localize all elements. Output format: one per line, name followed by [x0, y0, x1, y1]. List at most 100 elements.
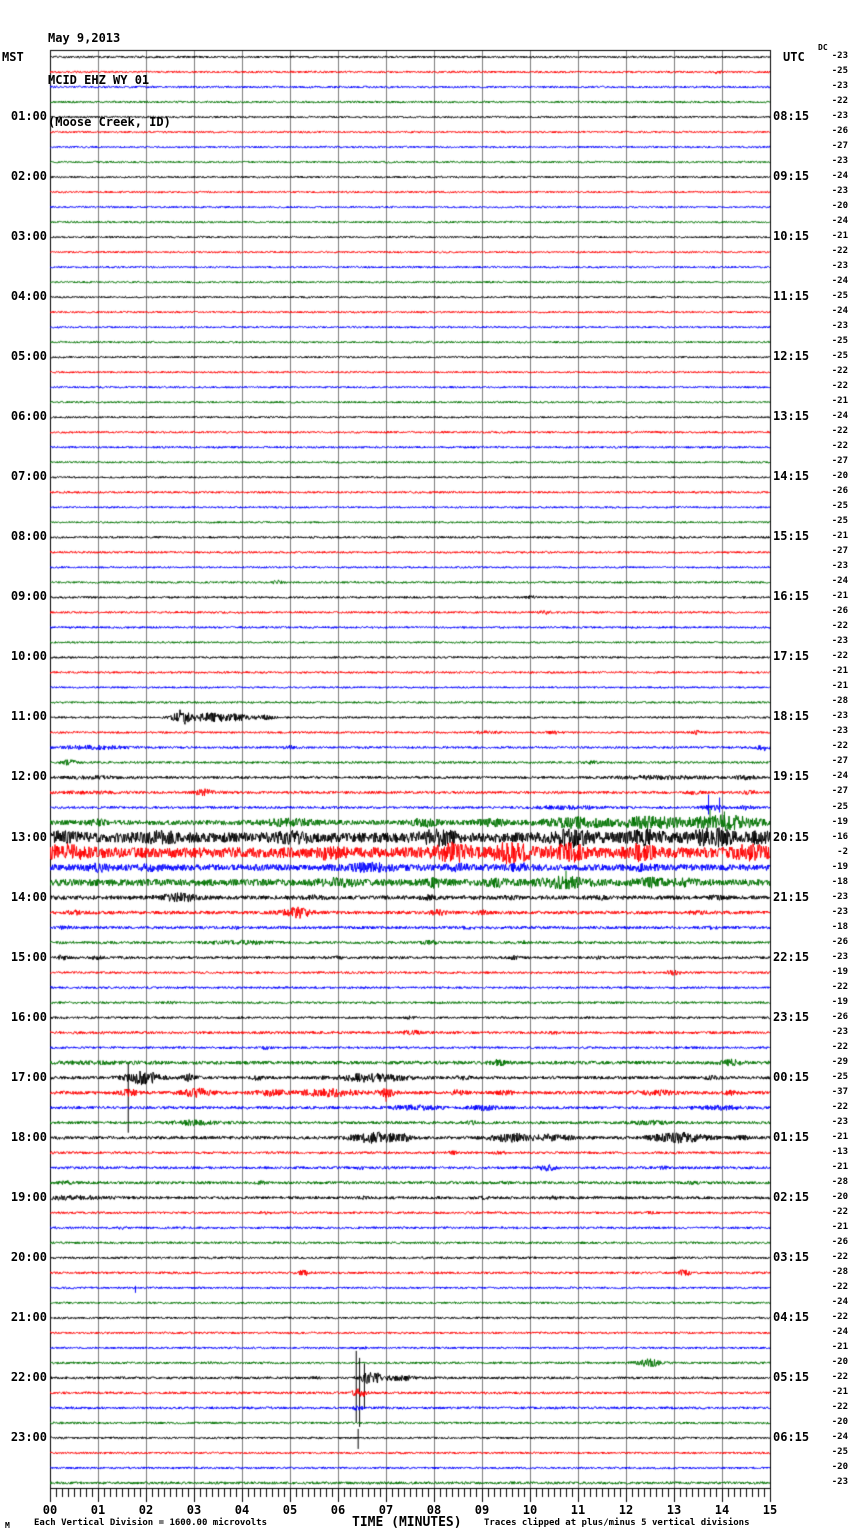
mst-time-label: 11:00	[10, 709, 47, 724]
utc-time-label: 01:15	[773, 1129, 810, 1144]
dc-offset-value: -19	[831, 861, 848, 872]
mst-time-label: 01:00	[10, 109, 47, 124]
dc-offset-value: -25	[831, 516, 848, 527]
dc-offset-value: -21	[831, 681, 848, 692]
mst-time-label: 03:00	[10, 229, 47, 244]
dc-offset-value: -25	[831, 801, 848, 812]
footer-clip-note: Traces clipped at plus/minus 5 vertical …	[484, 1518, 750, 1528]
utc-time-label: 04:15	[773, 1309, 810, 1324]
utc-time-label: 18:15	[773, 709, 810, 724]
dc-offset-value: -23	[831, 726, 848, 737]
mst-time-label: 22:00	[10, 1369, 47, 1384]
dc-offset-value: -20	[831, 201, 848, 212]
mst-time-label: 16:00	[10, 1009, 47, 1024]
utc-time-label: 02:15	[773, 1189, 810, 1204]
dc-offset-value: -19	[831, 966, 848, 977]
utc-time-label: 22:15	[773, 949, 810, 964]
mst-time-label: 15:00	[10, 949, 47, 964]
dc-offset-value: -21	[831, 396, 848, 407]
dc-offset-value: -23	[831, 321, 848, 332]
dc-offset-value: -21	[831, 1131, 848, 1142]
utc-time-label: 19:15	[773, 769, 810, 784]
dc-offset-value: -23	[831, 156, 848, 167]
utc-time-label: 20:15	[773, 829, 810, 844]
dc-offset-value: -27	[831, 141, 848, 152]
dc-offset-value: -28	[831, 696, 848, 707]
dc-offset-value: -23	[831, 261, 848, 272]
dc-offset-value: -22	[831, 381, 848, 392]
x-axis-title: TIME (MINUTES)	[352, 1515, 462, 1530]
dc-offset-value: -37	[831, 1086, 848, 1097]
utc-time-label: 14:15	[773, 469, 810, 484]
dc-offset-value: -21	[831, 1386, 848, 1397]
dc-offset-value: -24	[831, 576, 848, 587]
x-tick-label: 01	[90, 1503, 106, 1517]
dc-offset-value: -22	[831, 1041, 848, 1052]
dc-offset-value: -25	[831, 336, 848, 347]
dc-offset-value: -22	[831, 1401, 848, 1412]
dc-offset-value: -23	[831, 1476, 848, 1487]
utc-time-label: 00:15	[773, 1069, 810, 1084]
utc-time-label: 06:15	[773, 1429, 810, 1444]
dc-offset-value: -24	[831, 216, 848, 227]
dc-offset-value: -22	[831, 1251, 848, 1262]
dc-offset-value: -22	[831, 1281, 848, 1292]
x-tick-label: 14	[714, 1503, 730, 1517]
x-tick-label: 05	[282, 1503, 298, 1517]
dc-offset-value: -23	[831, 186, 848, 197]
utc-time-label: 09:15	[773, 169, 810, 184]
utc-time-label: 17:15	[773, 649, 810, 664]
mst-time-label: 13:00	[10, 829, 47, 844]
dc-offset-value: -27	[831, 456, 848, 467]
dc-offset-value: -27	[831, 786, 848, 797]
right-axis-header: UTC	[783, 50, 805, 64]
utc-time-label: 13:15	[773, 409, 810, 424]
mst-time-label: 19:00	[10, 1189, 47, 1204]
dc-offset-value: -19	[831, 816, 848, 827]
mst-time-label: 18:00	[10, 1129, 47, 1144]
dc-offset-value: -23	[831, 891, 848, 902]
dc-offset-value: -22	[831, 1311, 848, 1322]
footer-scale-note: Each Vertical Division = 1600.00 microvo…	[34, 1518, 267, 1528]
dc-offset-value: -24	[831, 411, 848, 422]
dc-offset-value: -22	[831, 1101, 848, 1112]
mst-time-label: 23:00	[10, 1429, 47, 1444]
x-tick-label: 06	[330, 1503, 346, 1517]
dc-offset-value: -22	[831, 981, 848, 992]
mst-time-label: 05:00	[10, 349, 47, 364]
dc-offset-value: -24	[831, 771, 848, 782]
x-tick-label: 10	[522, 1503, 538, 1517]
dc-offset-value: -13	[831, 1146, 848, 1157]
x-tick-label: 09	[474, 1503, 490, 1517]
mst-time-label: 08:00	[10, 529, 47, 544]
dc-offset-value: -25	[831, 501, 848, 512]
mst-time-label: 17:00	[10, 1069, 47, 1084]
dc-offset-value: -21	[831, 531, 848, 542]
mst-time-label: 21:00	[10, 1309, 47, 1324]
dc-offset-value: -27	[831, 756, 848, 767]
dc-offset-value: -28	[831, 1266, 848, 1277]
dc-offset-value: -23	[831, 111, 848, 122]
x-tick-label: 15	[762, 1503, 778, 1517]
dc-offset-value: -23	[831, 81, 848, 92]
dc-offset-value: -25	[831, 1071, 848, 1082]
utc-time-label: 16:15	[773, 589, 810, 604]
mst-time-label: 14:00	[10, 889, 47, 904]
mst-time-label: 06:00	[10, 409, 47, 424]
dc-offset-value: -21	[831, 1341, 848, 1352]
mst-time-label: 07:00	[10, 469, 47, 484]
utc-time-label: 23:15	[773, 1009, 810, 1024]
x-tick-label: 11	[570, 1503, 586, 1517]
dc-offset-value: -22	[831, 246, 848, 257]
dc-offset-value: -18	[831, 921, 848, 932]
dc-offset-value: -22	[831, 366, 848, 377]
dc-offset-value: -19	[831, 996, 848, 1007]
dc-offset-value: -22	[831, 741, 848, 752]
dc-offset-value: -2	[837, 846, 848, 857]
x-tick-label: 08	[426, 1503, 442, 1517]
dc-offset-value: -24	[831, 171, 848, 182]
dc-offset-value: -22	[831, 621, 848, 632]
dc-offset-value: -20	[831, 1356, 848, 1367]
